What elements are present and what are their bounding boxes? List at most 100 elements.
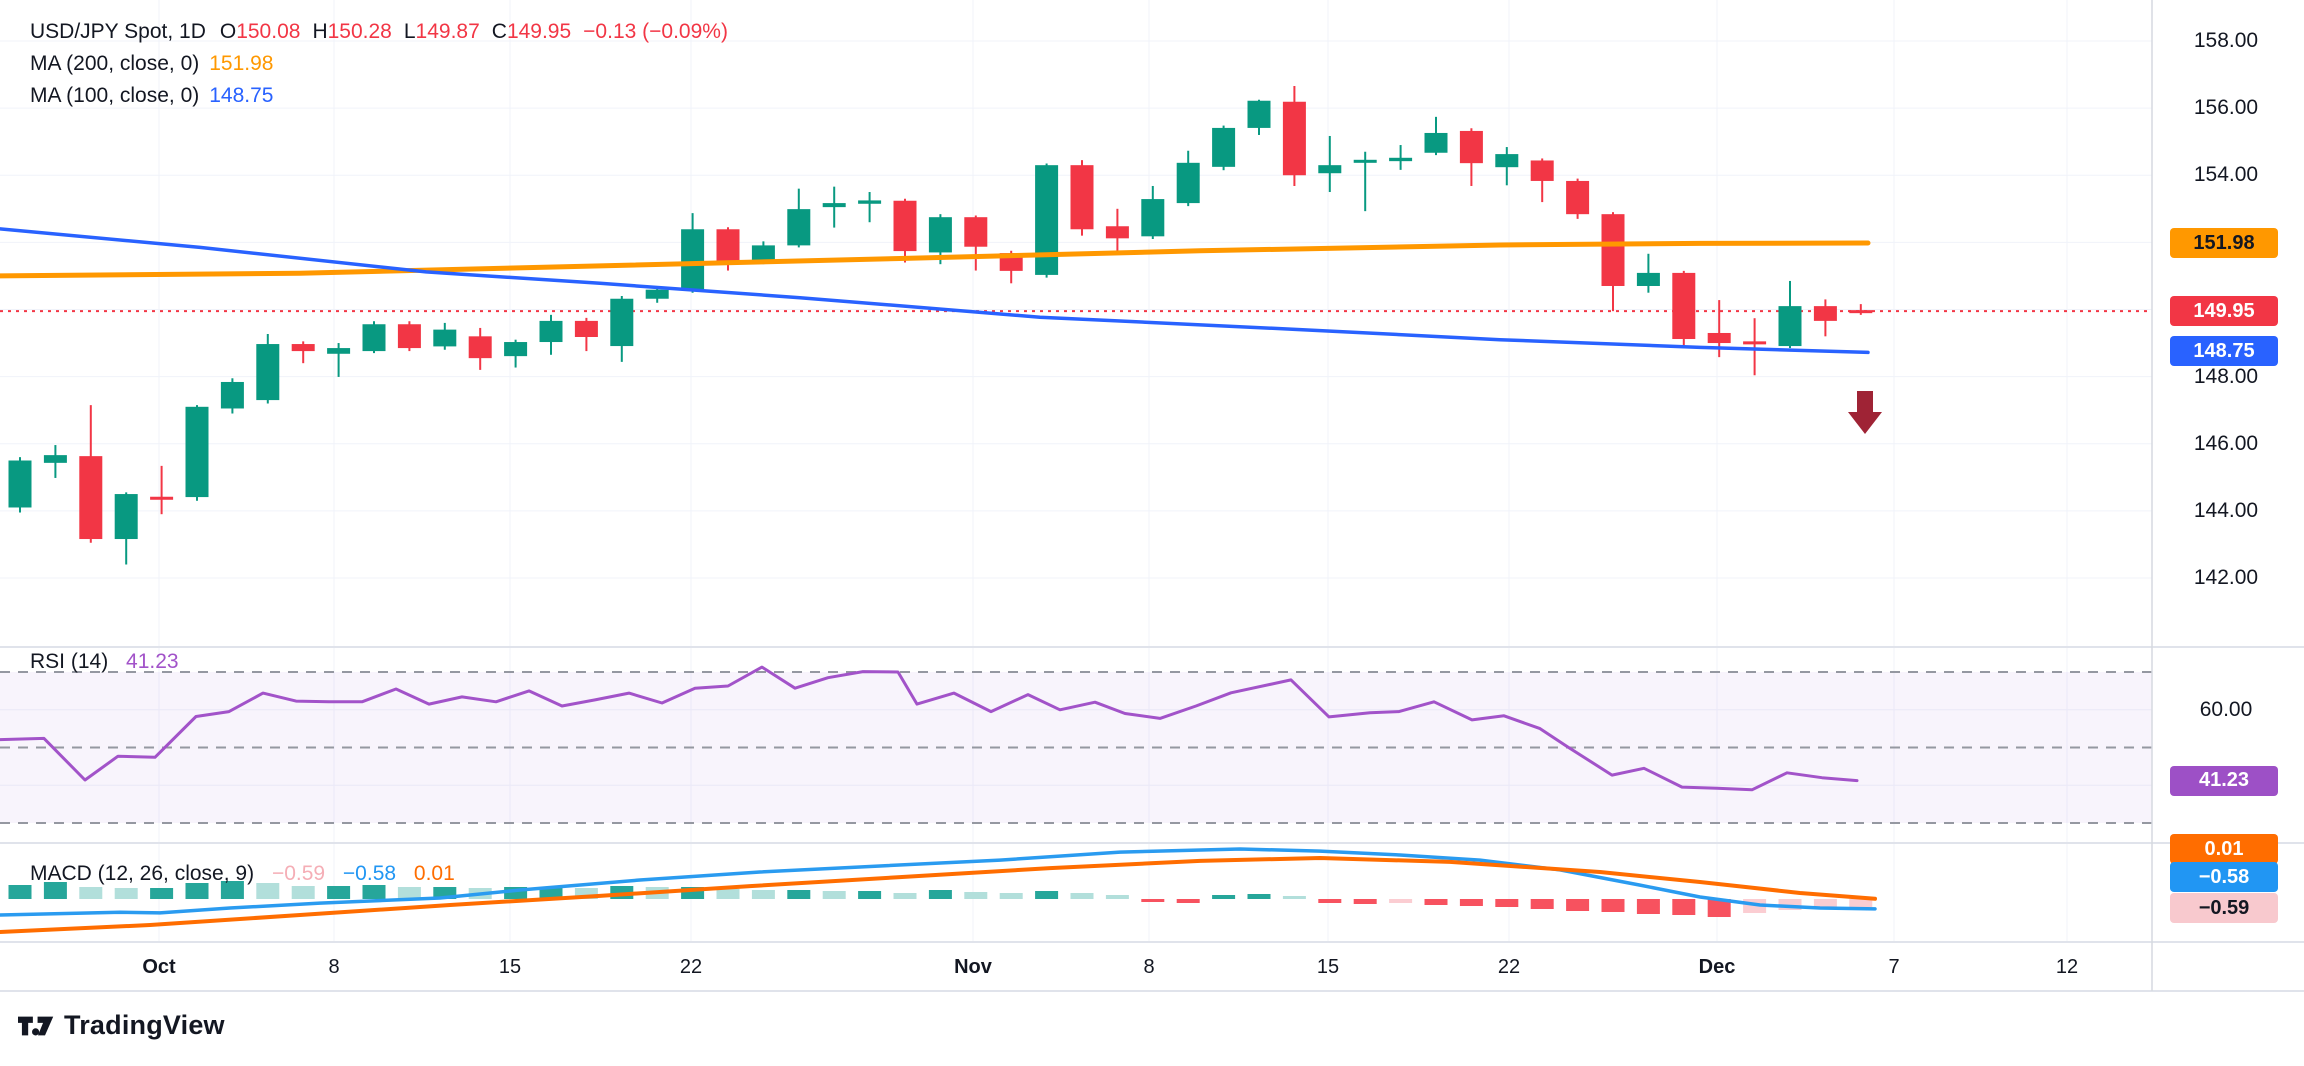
candle xyxy=(397,324,421,349)
ma100-value: 148.75 xyxy=(209,84,274,107)
candle xyxy=(1318,165,1342,174)
separators-layer xyxy=(0,0,2304,992)
time-tick-label: Dec xyxy=(1698,956,1736,978)
candle xyxy=(1778,306,1802,347)
change-value: −0.13 (−0.09%) xyxy=(583,20,728,43)
candle xyxy=(327,348,351,354)
high-value: 150.28 xyxy=(327,20,392,43)
candle xyxy=(79,456,103,540)
candle xyxy=(1424,132,1448,153)
macd-hist-bar xyxy=(291,886,315,899)
time-tick-label: Oct xyxy=(142,956,176,978)
time-tick-label: 22 xyxy=(679,956,703,978)
ma200-legend-row[interactable]: MA (200, close, 0) 151.98 xyxy=(30,48,740,80)
candle xyxy=(716,229,740,262)
candle xyxy=(610,298,634,347)
macd-hist-bar xyxy=(1672,899,1696,915)
macd-hist-bar xyxy=(751,890,775,899)
ma100-label: MA (100, close, 0) xyxy=(30,84,200,107)
candle xyxy=(150,496,174,500)
macd-hist-bar xyxy=(1424,899,1448,905)
macd-hist-bar xyxy=(1070,893,1094,899)
candle xyxy=(1212,127,1236,167)
macd-hist-bar xyxy=(822,891,846,899)
time-tick-label: 22 xyxy=(1497,956,1521,978)
candle xyxy=(1141,199,1165,237)
macd-hist-bar xyxy=(1212,895,1236,899)
time-tick-label: 8 xyxy=(1143,956,1155,978)
candle xyxy=(787,209,811,246)
candles-layer xyxy=(8,85,1873,565)
candle xyxy=(1495,154,1519,168)
sell-arrow-marker xyxy=(1848,391,1882,434)
macd-hist-bar xyxy=(1566,899,1590,911)
macd-hist-bar xyxy=(327,886,351,899)
candle xyxy=(964,217,988,247)
candle xyxy=(893,200,917,252)
low-label: L xyxy=(403,20,416,43)
candle xyxy=(858,200,882,204)
tradingview-watermark[interactable]: TradingView xyxy=(18,1010,225,1041)
candle xyxy=(1707,332,1731,344)
macd-hist-bar xyxy=(1105,895,1129,899)
ma200-label: MA (200, close, 0) xyxy=(30,52,200,75)
candle xyxy=(504,342,528,357)
macd-signal-value: 0.01 xyxy=(413,862,455,885)
macd-badge: −0.59 xyxy=(2170,893,2278,923)
macd-layer xyxy=(0,847,1877,934)
price-tick-label: 154.00 xyxy=(2193,163,2259,187)
macd-hist-bar xyxy=(1849,899,1873,907)
candle xyxy=(1743,341,1767,345)
macd-hist-bar xyxy=(185,883,209,899)
price-tick-label: 156.00 xyxy=(2193,96,2259,120)
macd-hist-bar xyxy=(397,887,421,899)
close-label: C xyxy=(491,20,507,43)
candle xyxy=(1353,159,1377,163)
macd-hist-bar xyxy=(1389,899,1413,903)
macd-hist-bar xyxy=(858,891,882,899)
time-tick-label: 15 xyxy=(498,956,522,978)
macd-hist-bar xyxy=(964,892,988,899)
candle xyxy=(1459,130,1483,164)
ma100-line xyxy=(0,227,1870,355)
ma-layer xyxy=(0,227,1871,355)
macd-hist-bar xyxy=(1176,899,1200,903)
ma100-legend-row[interactable]: MA (100, close, 0) 148.75 xyxy=(30,80,740,112)
macd-hist-bar xyxy=(362,885,386,899)
rsi-legend[interactable]: RSI (14) 41.23 xyxy=(30,650,179,674)
candle xyxy=(822,203,846,208)
high-label: H xyxy=(312,20,328,43)
time-tick-label: 7 xyxy=(1888,956,1900,978)
candle xyxy=(928,217,952,253)
candle xyxy=(574,320,598,337)
symbol-ohlc-row[interactable]: USD/JPY Spot, 1D O 150.08 H 150.28 L 149… xyxy=(30,16,740,48)
symbol-title: USD/JPY Spot, 1D xyxy=(30,20,206,43)
macd-line-value: −0.58 xyxy=(342,862,397,885)
candle xyxy=(1176,162,1200,204)
price-tick-label: 148.00 xyxy=(2193,364,2259,388)
price-badge: 151.98 xyxy=(2170,228,2278,259)
macd-hist-bar xyxy=(1778,899,1802,910)
price-tick-label: 142.00 xyxy=(2193,565,2259,589)
macd-legend[interactable]: MACD (12, 26, close, 9) −0.59 −0.58 0.01 xyxy=(30,862,455,886)
price-tick-label: 146.00 xyxy=(2193,431,2259,455)
macd-hist-bar xyxy=(1813,899,1837,908)
candle xyxy=(681,229,705,290)
macd-hist-bar xyxy=(1282,896,1306,899)
macd-hist-bar xyxy=(928,890,952,899)
price-tick-label: 144.00 xyxy=(2193,498,2259,522)
macd-hist-bar xyxy=(1636,899,1660,914)
price-tick-label: 158.00 xyxy=(2193,29,2259,52)
rsi-label: RSI (14) xyxy=(30,650,109,673)
macd-hist-bar xyxy=(1707,899,1731,917)
main-legend[interactable]: USD/JPY Spot, 1D O 150.08 H 150.28 L 149… xyxy=(30,16,740,112)
candle xyxy=(1813,306,1837,321)
macd-hist-bar xyxy=(1035,891,1059,899)
ma200-value: 151.98 xyxy=(209,52,274,75)
rsi-tick-label: 60.00 xyxy=(2199,697,2253,721)
candle xyxy=(114,494,138,540)
macd-hist-bar xyxy=(1601,899,1625,912)
close-value: 149.95 xyxy=(506,20,572,43)
